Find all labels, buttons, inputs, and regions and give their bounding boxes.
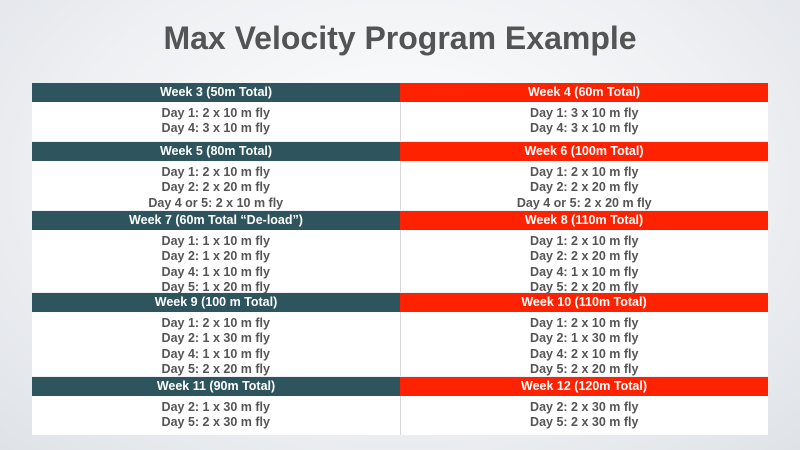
week-header-row: Week 9 (100 m Total) Week 10 (110m Total) <box>32 293 768 312</box>
row-divider <box>32 376 768 377</box>
day-entry: Day 5: 2 x 30 m fly <box>530 415 639 430</box>
day-entry: Day 4: 2 x 10 m fly <box>530 346 639 361</box>
week-header: Week 5 (80m Total) <box>32 142 400 161</box>
day-entry: Day 5: 2 x 30 m fly <box>161 415 270 430</box>
week-header: Week 4 (60m Total) <box>400 83 768 102</box>
week-header-row: Week 7 (60m Total “De-load”) Week 8 (110m… <box>32 211 768 230</box>
day-entry: Day 1: 2 x 10 m fly <box>161 106 270 120</box>
day-entry: Day 4: 1 x 10 m fly <box>530 264 639 279</box>
day-entry: Day 2: 2 x 20 m fly <box>530 249 639 264</box>
week-days-cell: Day 1: 2 x 10 m fly Day 4: 3 x 10 m fly <box>32 102 400 141</box>
day-entry: Day 2: 2 x 20 m fly <box>530 180 639 195</box>
day-entry: Day 5: 2 x 20 m fly <box>530 361 639 376</box>
week-days-row: Day 1: 2 x 10 m fly Day 4: 3 x 10 m fly Da… <box>32 102 768 141</box>
week-header-row: Week 3 (50m Total) Week 4 (60m Total) <box>32 83 768 102</box>
day-entry: Day 5: 2 x 20 m fly <box>530 279 639 294</box>
week-header: Week 10 (110m Total) <box>400 293 768 312</box>
row-divider <box>32 210 768 211</box>
week-header: Week 8 (110m Total) <box>400 211 768 230</box>
day-entry: Day 2: 1 x 30 m fly <box>530 331 639 346</box>
week-days-row: Day 1: 2 x 10 m fly Day 2: 2 x 20 m fly Da… <box>32 161 768 210</box>
slide-title: Max Velocity Program Example <box>163 20 637 56</box>
day-entry: Day 4: 3 x 10 m fly <box>530 121 639 136</box>
day-entry: Day 5: 1 x 20 m fly <box>161 279 270 294</box>
week-days-cell: Day 1: 2 x 10 m fly Day 2: 1 x 30 m fly Da… <box>399 312 769 376</box>
day-entry: Day 2: 1 x 30 m fly <box>161 400 270 414</box>
week-days-cell: Day 2: 2 x 30 m fly Day 5: 2 x 30 m fly <box>399 396 769 435</box>
program-table: Week 3 (50m Total) Week 4 (60m Total) Day … <box>32 83 768 435</box>
week-header: Week 7 (60m Total “De-load”) <box>32 211 400 230</box>
week-days-row: Day 1: 2 x 10 m fly Day 2: 1 x 30 m fly Da… <box>32 312 768 376</box>
day-entry: Day 4 or 5: 2 x 20 m fly <box>516 195 652 210</box>
row-divider <box>32 292 768 293</box>
week-days-cell: Day 1: 2 x 10 m fly Day 2: 2 x 20 m fly Da… <box>399 230 769 294</box>
day-entry: Day 2: 1 x 30 m fly <box>161 331 270 346</box>
day-entry: Day 1: 2 x 10 m fly <box>530 316 639 330</box>
week-header: Week 3 (50m Total) <box>32 83 400 102</box>
day-entry: Day 1: 2 x 10 m fly <box>530 234 639 248</box>
week-header: Week 6 (100m Total) <box>400 142 768 161</box>
day-entry: Day 2: 1 x 20 m fly <box>161 249 270 264</box>
day-entry: Day 1: 3 x 10 m fly <box>530 106 639 120</box>
day-entry: Day 4: 3 x 10 m fly <box>161 121 270 136</box>
week-days-cell: Day 2: 1 x 30 m fly Day 5: 2 x 30 m fly <box>32 396 400 435</box>
day-entry: Day 1: 1 x 10 m fly <box>161 234 270 248</box>
day-entry: Day 1: 2 x 10 m fly <box>161 165 270 179</box>
week-days-cell: Day 1: 1 x 10 m fly Day 2: 1 x 20 m fly Da… <box>32 230 400 294</box>
week-header: Week 12 (120m Total) <box>400 377 768 396</box>
week-header: Week 9 (100 m Total) <box>32 293 400 312</box>
week-header-row: Week 5 (80m Total) Week 6 (100m Total) <box>32 142 768 161</box>
week-days-cell: Day 1: 3 x 10 m fly Day 4: 3 x 10 m fly <box>399 102 769 141</box>
week-days-cell: Day 1: 2 x 10 m fly Day 2: 2 x 20 m fly Da… <box>399 161 769 210</box>
day-entry: Day 4: 1 x 10 m fly <box>161 264 270 279</box>
week-days-cell: Day 1: 2 x 10 m fly Day 2: 2 x 20 m fly Da… <box>32 161 400 210</box>
week-header-row: Week 11 (90m Total) Week 12 (120m Total) <box>32 377 768 396</box>
row-divider <box>32 141 768 142</box>
day-entry: Day 4: 1 x 10 m fly <box>161 346 270 361</box>
day-entry: Day 1: 2 x 10 m fly <box>161 316 270 330</box>
week-days-row: Day 1: 1 x 10 m fly Day 2: 1 x 20 m fly Da… <box>32 230 769 294</box>
day-entry: Day 2: 2 x 30 m fly <box>530 400 639 414</box>
day-entry: Day 4 or 5: 2 x 10 m fly <box>148 195 284 210</box>
week-days-cell: Day 1: 2 x 10 m fly Day 2: 1 x 30 m fly Da… <box>32 312 400 376</box>
day-entry: Day 2: 2 x 20 m fly <box>161 180 270 195</box>
day-entry: Day 1: 2 x 10 m fly <box>530 165 639 179</box>
day-entry: Day 5: 2 x 20 m fly <box>161 361 270 376</box>
week-days-row: Day 2: 1 x 30 m fly Day 5: 2 x 30 m fly Da… <box>32 396 768 435</box>
week-header: Week 11 (90m Total) <box>32 377 400 396</box>
